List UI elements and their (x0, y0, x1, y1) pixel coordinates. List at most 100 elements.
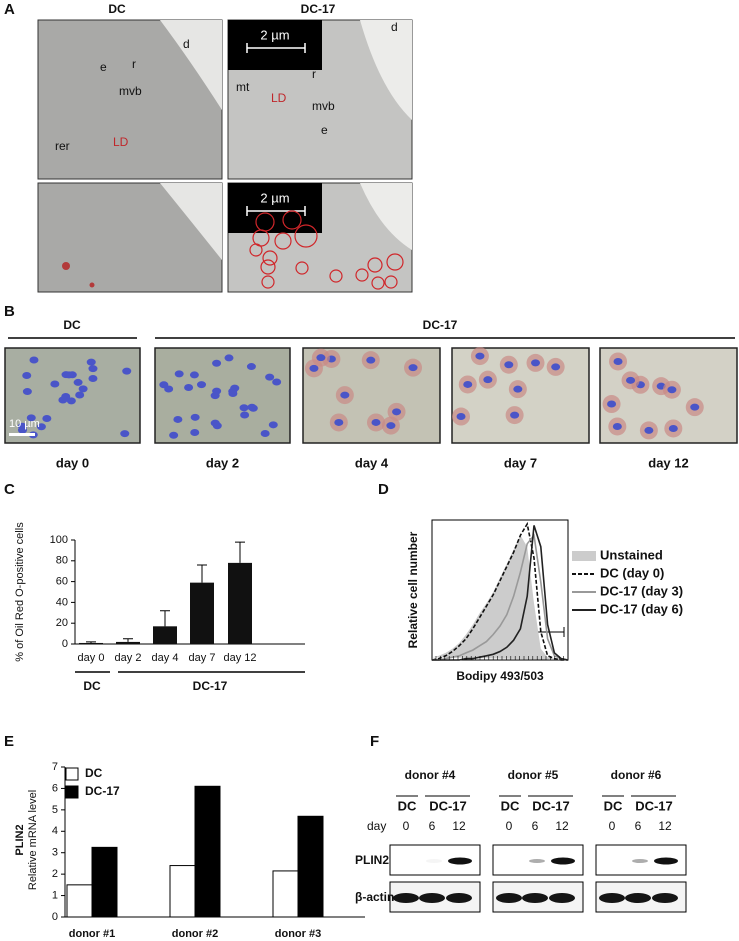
nucleus (36, 423, 46, 431)
nucleus (240, 411, 250, 419)
band (448, 857, 472, 865)
nucleus (386, 422, 396, 430)
lane-day: 6 (635, 819, 642, 833)
nucleus (75, 391, 85, 399)
droplet-outline (295, 261, 309, 275)
micrograph (154, 347, 291, 444)
bar (228, 562, 252, 644)
em-label: rer (55, 139, 70, 153)
y-tick-label: 20 (56, 617, 68, 629)
droplet-outline (261, 275, 275, 289)
day-label: day 4 (355, 455, 389, 470)
nucleus (17, 426, 27, 434)
nucleus (265, 373, 275, 381)
lane-day: 6 (532, 819, 539, 833)
x-tick-label: donor #3 (275, 928, 321, 940)
lane-day: 0 (403, 819, 410, 833)
droplet-outline (371, 276, 385, 290)
group-label: DC-17 (423, 318, 458, 332)
nucleus (612, 422, 622, 430)
panel-label: E (4, 733, 14, 750)
day-label: day 2 (206, 455, 239, 470)
nucleus (190, 429, 200, 437)
nucleus (246, 363, 256, 371)
condition-label: DC (604, 798, 623, 813)
em-label: LD (271, 91, 287, 105)
y-tick-label: 6 (52, 782, 58, 794)
band (446, 893, 472, 903)
day-label: day 7 (504, 455, 537, 470)
em-label: LD (113, 135, 129, 149)
nucleus (22, 388, 32, 396)
nucleus (169, 431, 179, 439)
y-tick-label: 80 (56, 555, 68, 567)
x-axis-label: Bodipy 493/503 (456, 669, 544, 683)
y-axis-label: % of Oil Red O-positive cells (14, 522, 26, 662)
nucleus (475, 352, 485, 360)
nucleus (224, 354, 234, 362)
nucleus (86, 358, 96, 366)
band (551, 857, 575, 865)
x-tick-label: day 2 (115, 652, 142, 664)
nucleus (212, 387, 222, 395)
nucleus (667, 386, 677, 394)
nucleus (173, 415, 183, 423)
bar (153, 626, 177, 644)
x-tick-label: day 0 (78, 652, 105, 664)
nucleus (268, 421, 278, 429)
plot-frame (431, 519, 569, 661)
y-axis-label: Relative cell number (406, 531, 420, 648)
band (599, 893, 625, 903)
nucleus (513, 385, 523, 393)
bar (79, 642, 103, 644)
nucleus (510, 411, 520, 419)
legend-label: DC-17 (85, 784, 120, 798)
donor-label: donor #4 (405, 768, 456, 782)
droplet-outline (294, 224, 318, 248)
droplet-outline (282, 210, 302, 230)
blot-box (389, 844, 481, 876)
y-tick-label: 40 (56, 596, 68, 608)
nucleus (408, 364, 418, 372)
bar (66, 884, 93, 918)
legend-label: DC (85, 766, 103, 780)
group-label: DC-17 (193, 679, 228, 693)
nucleus (184, 383, 194, 391)
em-label: d (391, 20, 398, 34)
y-axis-label: Relative mRNA level (27, 790, 39, 890)
group-label: DC (83, 679, 101, 693)
micrograph (4, 347, 141, 444)
scale-box (228, 20, 322, 70)
y-tick-label: 0 (62, 638, 68, 650)
nucleus (190, 413, 200, 421)
nucleus (334, 418, 344, 426)
nucleus (174, 370, 184, 378)
y-tick-label: 2 (52, 868, 58, 880)
x-tick-label: day 7 (189, 652, 216, 664)
bar (272, 870, 299, 918)
nucleus (239, 404, 249, 412)
em-label: mt (236, 80, 250, 94)
band (625, 893, 651, 903)
lipid-stain (89, 282, 95, 288)
nucleus (340, 391, 350, 399)
day-label: day 12 (648, 455, 688, 470)
band (529, 859, 545, 863)
bar (194, 785, 221, 918)
bar (116, 641, 140, 644)
nucleus (42, 415, 52, 423)
droplet-outline (386, 253, 404, 271)
nucleus (309, 364, 319, 372)
nucleus (122, 367, 132, 375)
x-tick-label: day 12 (223, 652, 256, 664)
nucleus (392, 408, 402, 416)
band (652, 893, 678, 903)
row-label: β-actin (355, 890, 394, 904)
droplet-outline (384, 275, 398, 289)
y-tick-label: 3 (52, 847, 58, 859)
condition-label: DC (398, 798, 417, 813)
droplet-outline (329, 269, 343, 283)
em-label: e (100, 60, 107, 74)
band (393, 893, 419, 903)
